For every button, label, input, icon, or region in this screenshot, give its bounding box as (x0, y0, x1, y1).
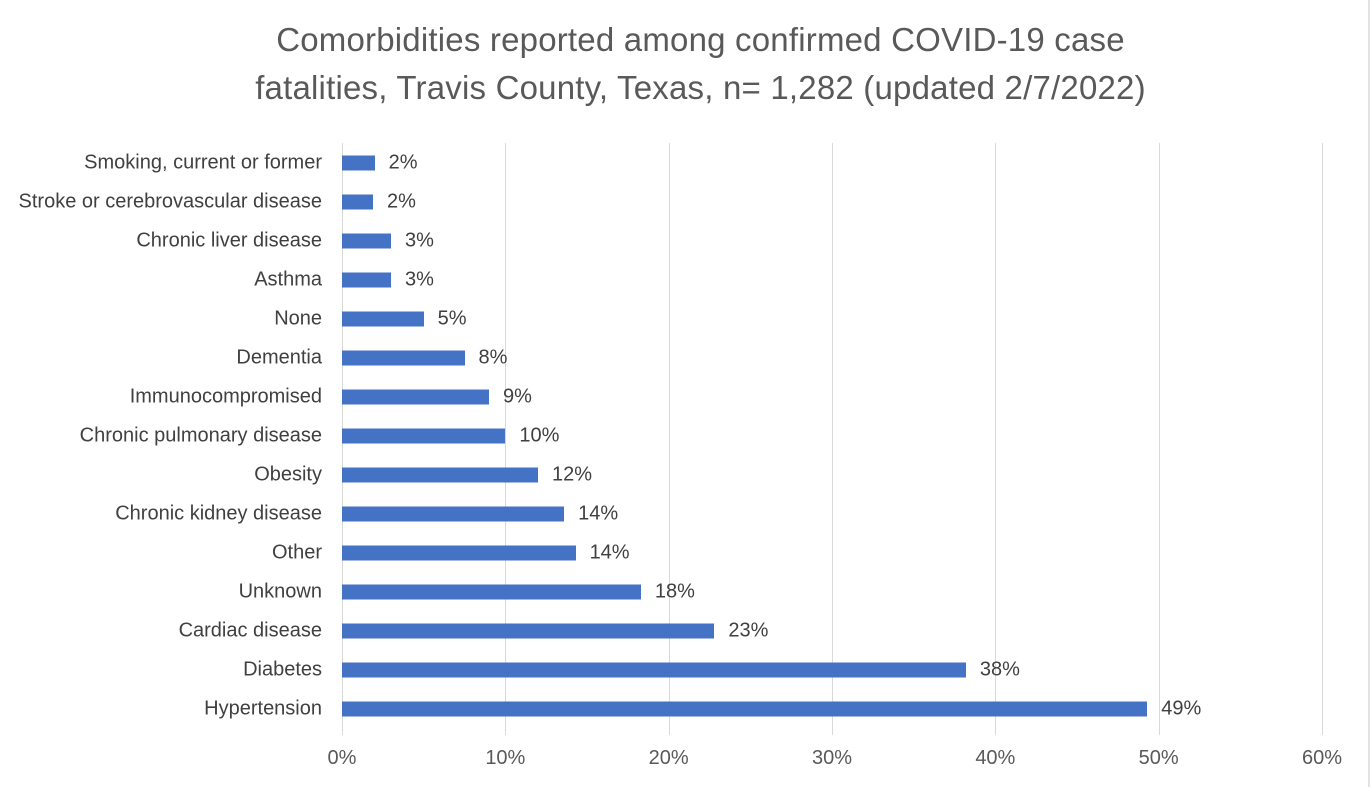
gridline (1158, 143, 1160, 729)
bar-row: Stroke or cerebrovascular disease 2% (19, 182, 1322, 221)
bar (342, 350, 465, 366)
bar-row: Chronic kidney disease 14% (115, 495, 1322, 534)
category-label: Obesity (254, 463, 322, 486)
x-axis-tick (668, 729, 670, 735)
category-label: Cardiac disease (178, 619, 322, 642)
bar-row: Dementia 8% (236, 338, 1322, 377)
value-label: 9% (503, 385, 532, 408)
bar-row: Smoking, current or former 2% (84, 143, 1322, 182)
x-axis-tick (342, 729, 343, 735)
page-edge-line (1368, 0, 1370, 787)
bar (342, 623, 715, 639)
category-label: Unknown (238, 580, 322, 603)
category-label: Stroke or cerebrovascular disease (18, 190, 322, 213)
bar-row: Diabetes 38% (243, 651, 1322, 690)
category-label: Chronic pulmonary disease (79, 424, 322, 447)
plot-area: 0% 10% 20% 30% 40% 50% 60% Smoking, current or … (19, 143, 1342, 769)
bar (342, 233, 391, 249)
gridline (668, 143, 670, 729)
category-label: Diabetes (243, 658, 322, 681)
bar (342, 389, 489, 405)
category-label: Immunocompromised (129, 385, 322, 408)
value-label: 2% (388, 151, 418, 174)
gridline (832, 143, 833, 729)
bar (342, 545, 576, 561)
x-axis-tick (1158, 729, 1160, 735)
bar-row: None 5% (274, 299, 1322, 338)
bar-row: Unknown 18% (239, 573, 1322, 612)
category-label: Chronic liver disease (136, 229, 322, 252)
gridline (1322, 143, 1323, 729)
bar (342, 428, 506, 444)
x-axis-tick (505, 729, 507, 735)
bar (342, 155, 375, 171)
bar (342, 662, 966, 678)
bar-row: Cardiac disease 23% (179, 612, 1322, 651)
category-label: Chronic kidney disease (115, 502, 322, 525)
gridline (995, 143, 997, 729)
category-label: Asthma (254, 268, 322, 291)
x-axis-tick-label: 30% (811, 747, 853, 769)
bar (342, 467, 538, 483)
x-axis-tick (1322, 729, 1323, 735)
chart-title-line-2: fatalities, Travis County, Texas, n= 1,2… (255, 69, 1146, 106)
x-axis-tick-label: 0% (327, 747, 357, 769)
value-label: 14% (589, 541, 630, 564)
value-label: 12% (552, 463, 593, 486)
x-axis-tick-label: 40% (975, 747, 1016, 769)
bar-row: Hypertension 49% (204, 690, 1322, 729)
value-label: 38% (979, 658, 1020, 681)
value-label: 10% (519, 424, 560, 447)
x-axis-tick-label: 60% (1301, 747, 1343, 769)
value-label: 2% (387, 190, 416, 213)
bar (342, 584, 641, 600)
x-axis-tick (995, 729, 997, 735)
bar (342, 506, 565, 522)
x-axis-tick-label: 50% (1138, 747, 1179, 769)
x-axis-tick-label: 10% (485, 747, 526, 769)
value-label: 14% (578, 502, 619, 525)
x-axis-tick-label: 20% (648, 747, 689, 769)
value-label: 3% (405, 229, 434, 252)
category-label: None (274, 307, 322, 330)
x-axis-tick (832, 729, 833, 735)
bar-row: Obesity 12% (254, 456, 1322, 495)
category-label: Smoking, current or former (84, 151, 322, 174)
bar-row: Other 14% (272, 534, 1322, 573)
bar (342, 701, 1148, 717)
gridline (505, 143, 507, 729)
category-label: Other (271, 541, 322, 564)
chart-title: Comorbidities reported among confirmed C… (30, 16, 1371, 112)
category-label: Hypertension (204, 697, 322, 720)
chart-title-line-1: Comorbidities reported among confirmed C… (276, 21, 1125, 58)
bar-row: Asthma 3% (254, 260, 1322, 299)
value-label: 49% (1161, 697, 1202, 720)
value-label: 18% (654, 580, 695, 603)
value-label: 3% (405, 268, 434, 291)
value-label: 8% (478, 346, 508, 369)
bar-row: Chronic liver disease 3% (136, 221, 1322, 260)
bar (342, 311, 424, 327)
bar (342, 272, 391, 288)
category-label: Dementia (236, 346, 322, 369)
bar (342, 194, 374, 210)
value-label: 5% (437, 307, 467, 330)
bar-row: Chronic pulmonary disease 10% (80, 416, 1322, 455)
bar-row: Immunocompromised 9% (130, 377, 1322, 416)
value-label: 23% (728, 619, 769, 642)
